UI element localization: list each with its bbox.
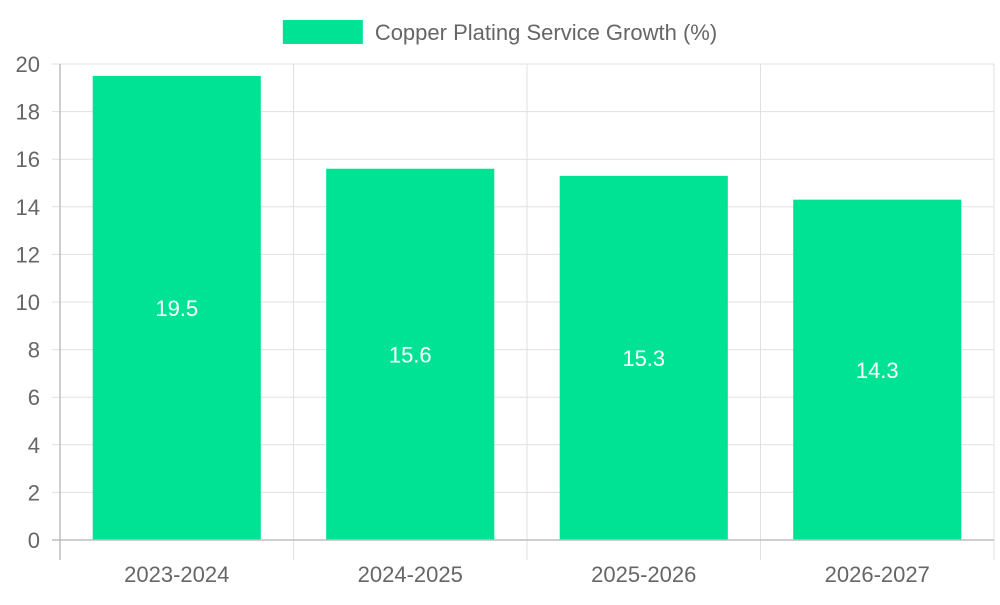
x-tick-label: 2025-2026	[591, 562, 696, 587]
y-tick-label: 4	[28, 433, 40, 458]
bar-2024-2025[interactable]	[326, 168, 495, 540]
y-tick-label: 12	[16, 242, 40, 267]
y-tick-label: 6	[28, 385, 40, 410]
axis-layer: 0 2 4 6 8 10 12 14 16 18 20 2023-2024 2024-2025 2025-…	[16, 52, 994, 587]
bar-2025-2026[interactable]	[559, 175, 728, 541]
bar-2023-2024[interactable]	[92, 75, 261, 541]
data-label: 14.3	[856, 358, 899, 383]
x-tick-label: 2024-2025	[358, 562, 463, 587]
y-tick-label: 10	[16, 290, 40, 315]
bar-2026-2027[interactable]	[793, 199, 962, 540]
data-label: 15.3	[622, 346, 665, 371]
y-tick-label: 0	[28, 528, 40, 553]
x-tick-label: 2023-2024	[124, 562, 229, 587]
y-tick-label: 20	[16, 52, 40, 77]
legend-label[interactable]: Copper Plating Service Growth (%)	[375, 20, 717, 45]
y-tick-label: 2	[28, 480, 40, 505]
y-tick-label: 14	[16, 195, 40, 220]
y-tick-label: 16	[16, 147, 40, 172]
x-tick-label: 2026-2027	[825, 562, 930, 587]
y-tick-label: 18	[16, 100, 40, 125]
y-tick-label: 8	[28, 338, 40, 363]
data-label: 19.5	[155, 296, 198, 321]
legend[interactable]: Copper Plating Service Growth (%)	[282, 20, 717, 45]
data-label: 15.6	[389, 342, 432, 367]
legend-swatch[interactable]	[282, 20, 363, 44]
bars-layer: 19.5 15.6 15.3 14.3	[92, 75, 962, 541]
